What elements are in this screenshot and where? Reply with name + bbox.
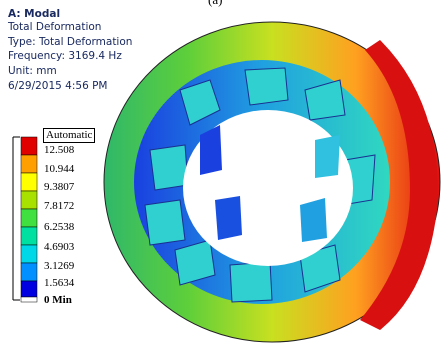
legend-label: 6.2538	[44, 221, 75, 233]
header-line: Frequency: 3169.4 Hz	[8, 50, 122, 62]
legend-label: 9.3807	[44, 181, 75, 193]
tooth	[315, 135, 340, 178]
legend-title[interactable]: Automatic	[43, 128, 96, 143]
header-line: Type: Total Deformation	[8, 36, 133, 48]
legend-colors	[20, 136, 38, 303]
legend-label: 10.944	[44, 163, 75, 175]
teeth	[144, 67, 376, 303]
tooth	[200, 125, 222, 175]
legend-label: 0 Min	[44, 294, 72, 306]
header-line: A: Modal	[8, 8, 61, 20]
header-line: Unit: mm	[8, 65, 57, 77]
tooth	[215, 196, 242, 240]
legend-label: 3.1269	[44, 260, 75, 272]
header-line: Total Deformation	[8, 21, 102, 33]
legend-label: 1.5634	[44, 277, 75, 289]
legend-label: 12.508	[44, 144, 75, 156]
ring-face	[360, 40, 439, 330]
caption: (a)	[208, 0, 222, 8]
legend-label: 7.8172	[44, 200, 75, 212]
legend-label: 4.6903	[44, 241, 75, 253]
header-line: 6/29/2015 4:56 PM	[8, 80, 108, 92]
tooth	[300, 198, 327, 242]
